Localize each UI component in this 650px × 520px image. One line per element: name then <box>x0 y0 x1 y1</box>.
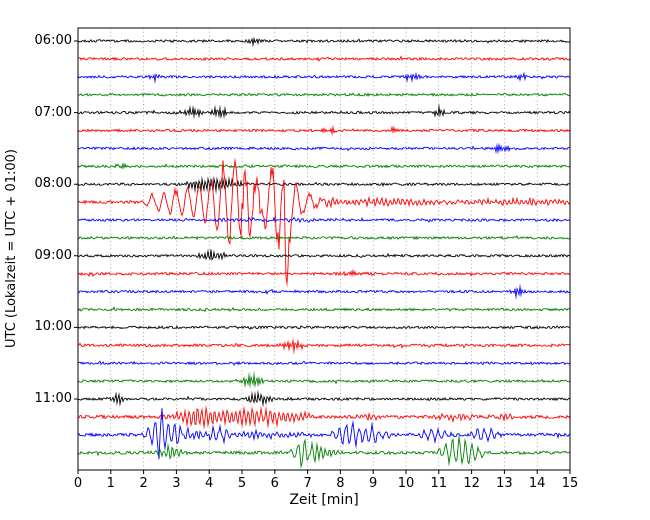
y-tick-label: 10:00 <box>34 319 72 335</box>
x-tick-label: 15 <box>561 476 579 491</box>
y-tick-label: 06:00 <box>34 33 72 48</box>
x-tick-label: 10 <box>397 476 415 491</box>
x-tick-label: 5 <box>237 476 247 491</box>
y-axis-label: UTC (Lokalzeit = UTC + 01:00) <box>4 149 19 349</box>
x-tick-label: 2 <box>139 476 148 491</box>
x-tick-label: 9 <box>369 476 378 491</box>
x-tick-label: 14 <box>528 476 546 491</box>
y-tick-label: 11:00 <box>34 391 72 406</box>
x-tick-label: 1 <box>106 476 115 491</box>
x-tick-label: 12 <box>463 476 480 491</box>
x-tick-label: 6 <box>270 476 279 491</box>
y-tick-label: 08:00 <box>34 176 72 192</box>
y-tick-label: 09:00 <box>34 247 72 263</box>
x-tick-label: 13 <box>496 476 513 491</box>
x-axis-label: Zeit [min] <box>289 492 359 508</box>
x-tick-label: 3 <box>172 476 181 491</box>
y-tick-label: 07:00 <box>34 104 72 120</box>
x-tick-label: 7 <box>303 476 312 491</box>
x-tick-label: 4 <box>205 476 214 491</box>
x-tick-label: 8 <box>336 476 345 491</box>
x-tick-label: 0 <box>73 476 83 491</box>
x-tick-label: 11 <box>430 476 448 491</box>
